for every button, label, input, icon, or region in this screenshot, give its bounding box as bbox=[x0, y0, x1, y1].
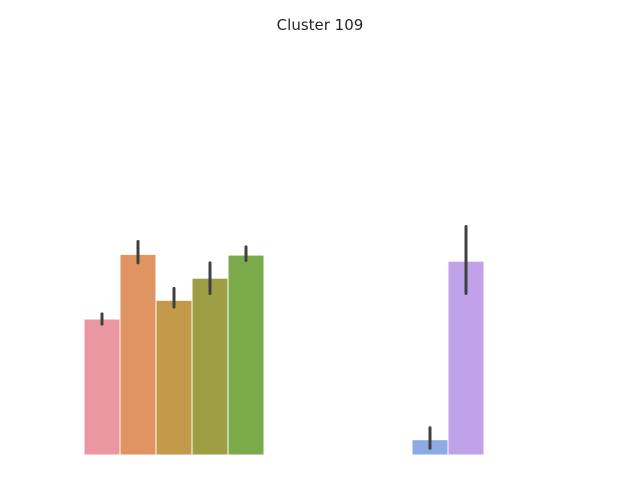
bar-0-2 bbox=[155, 299, 193, 456]
chart-title: Cluster 109 bbox=[277, 16, 364, 34]
bar-group bbox=[83, 253, 485, 456]
bar-0-1 bbox=[119, 253, 157, 456]
bar-0-4 bbox=[227, 254, 265, 456]
bar-0-0 bbox=[83, 318, 121, 456]
error-bar-group bbox=[100, 225, 468, 450]
bar-0-3 bbox=[191, 277, 229, 456]
